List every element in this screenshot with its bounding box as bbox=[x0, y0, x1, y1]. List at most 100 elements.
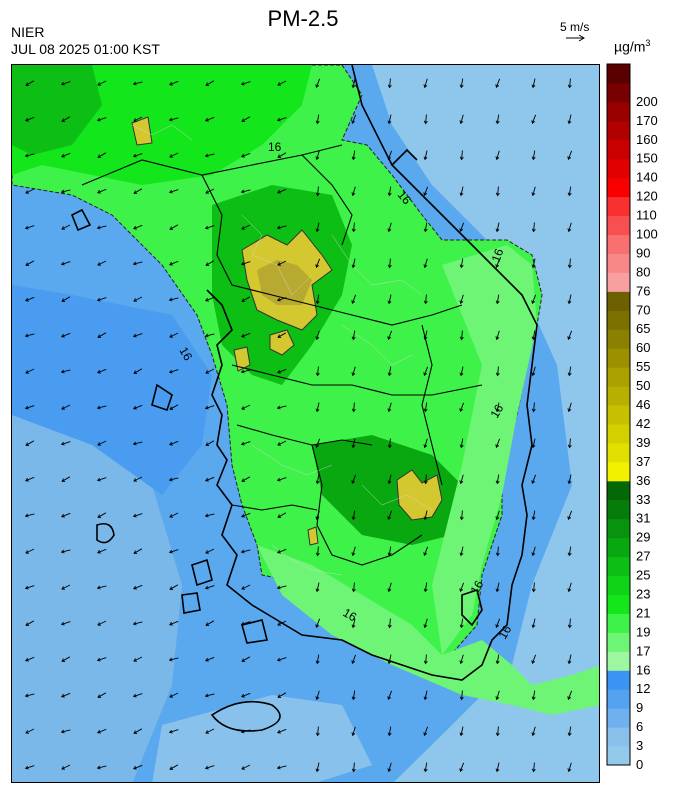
wind-vector-arrowhead bbox=[277, 262, 281, 266]
wind-vector-arrow bbox=[352, 150, 356, 160]
wind-vector-arrowhead bbox=[567, 336, 572, 340]
wind-vector-arrow bbox=[97, 765, 107, 769]
wind-vector-arrowhead bbox=[351, 660, 356, 664]
wind-vector-arrow bbox=[352, 546, 356, 556]
wind-vector-arrow bbox=[133, 728, 143, 734]
wind-vector-arrowhead bbox=[387, 588, 392, 593]
wind-vector-arrow bbox=[25, 440, 35, 446]
wind-vector-arrow bbox=[277, 765, 287, 769]
unit-label: µg/m3 bbox=[614, 38, 650, 55]
wind-vector-arrow bbox=[532, 258, 536, 268]
wind-vector-arrowhead bbox=[97, 514, 102, 518]
wind-vector-arrowhead bbox=[315, 264, 320, 268]
wind-vector-arrow bbox=[532, 726, 536, 736]
wind-vector-arrow bbox=[496, 510, 500, 520]
wind-vector-arrowhead bbox=[531, 624, 536, 629]
wind-vector-arrowhead bbox=[97, 262, 101, 266]
sea-light-south bbox=[152, 695, 372, 782]
wind-vector-arrowhead bbox=[351, 552, 356, 557]
wind-vector-arrowhead bbox=[423, 408, 428, 413]
wind-vector-arrow bbox=[387, 690, 393, 700]
wind-vector-arrow bbox=[352, 258, 356, 268]
wind-vector-arrowhead bbox=[387, 660, 392, 665]
wind-vector-arrowhead bbox=[459, 480, 464, 485]
contour-label: 16 bbox=[268, 140, 282, 154]
wind-vector-arrow bbox=[352, 366, 356, 376]
wind-vector-arrowhead bbox=[387, 228, 392, 233]
colorbar-tick-label: 90 bbox=[636, 245, 650, 260]
wind-vector-arrowhead bbox=[459, 660, 464, 665]
wind-vector-arrow bbox=[351, 474, 357, 484]
wind-vector-arrowhead bbox=[315, 624, 320, 628]
wind-vector-arrowhead bbox=[423, 480, 428, 485]
hotspot-west bbox=[269, 329, 295, 356]
wind-vector-arrowhead bbox=[351, 408, 356, 413]
wind-vector-arrowhead bbox=[315, 660, 320, 665]
wind-vector-arrowhead bbox=[276, 585, 281, 590]
wind-vector-arrowhead bbox=[133, 370, 138, 374]
wind-vector-arrow bbox=[423, 366, 429, 376]
wind-vector-arrow bbox=[496, 582, 500, 592]
wind-vector-arrowhead bbox=[315, 300, 320, 305]
wind-vector-arrow bbox=[389, 438, 391, 448]
wind-vector-arrowhead bbox=[315, 192, 320, 197]
wind-vector-arrow bbox=[388, 402, 392, 412]
wind-vector-arrowhead bbox=[96, 225, 101, 230]
wind-vector-arrow bbox=[97, 117, 107, 121]
wind-vector-arrowhead bbox=[387, 444, 392, 449]
wind-vector-arrowhead bbox=[531, 732, 536, 737]
wind-vector-arrowhead bbox=[531, 768, 536, 773]
colorbar-tick-label: 37 bbox=[636, 454, 650, 469]
wind-vector-arrowhead bbox=[423, 336, 428, 341]
wind-vector-arrow bbox=[133, 116, 143, 122]
wind-vector-arrow bbox=[425, 114, 427, 124]
wind-vector-arrow bbox=[97, 728, 107, 734]
colorbar-tick-label: 200 bbox=[636, 94, 658, 109]
wind-vector-arrow bbox=[495, 258, 501, 268]
wind-vector-arrowhead bbox=[277, 189, 281, 194]
wind-vector-arrow bbox=[205, 585, 215, 589]
wind-vector-arrowhead bbox=[24, 153, 29, 158]
wind-vector-arrow bbox=[169, 764, 179, 770]
wind-vector-arrow bbox=[133, 153, 143, 157]
wind-vector-arrowhead bbox=[168, 477, 173, 482]
wind-vector-arrowhead bbox=[240, 369, 245, 374]
hotspot-southeast bbox=[396, 469, 443, 521]
wind-vector-arrow bbox=[352, 510, 356, 520]
wind-vector-arrow bbox=[568, 186, 572, 196]
wind-vector-arrow bbox=[133, 656, 143, 662]
colorbar-tick-label: 60 bbox=[636, 340, 650, 355]
wind-vector-arrow bbox=[25, 476, 35, 482]
wind-vector-arrowhead bbox=[240, 729, 245, 734]
wind-vector-arrow bbox=[169, 512, 179, 518]
wind-vector-arrow bbox=[241, 296, 251, 302]
wind-vector-arrowhead bbox=[567, 516, 572, 520]
wind-vector-arrow bbox=[205, 188, 215, 194]
wind-vector-arrowhead bbox=[205, 297, 209, 302]
wind-vector-arrowhead bbox=[423, 192, 428, 196]
wind-vector-arrow bbox=[567, 510, 573, 520]
hotspot-central-core bbox=[257, 260, 312, 305]
wind-vector-arrowhead bbox=[423, 444, 428, 449]
wind-vector-arrowhead bbox=[24, 333, 29, 338]
wind-vector-arrowhead bbox=[459, 732, 464, 737]
wind-vector-arrow bbox=[460, 654, 464, 664]
wind-vector-arrow bbox=[25, 513, 35, 517]
wind-vector-arrowhead bbox=[495, 624, 500, 628]
wind-vector-arrowhead bbox=[205, 117, 209, 122]
wind-vector-arrowhead bbox=[387, 264, 392, 269]
wind-vector-arrowhead bbox=[531, 372, 536, 377]
wind-vector-arrowhead bbox=[567, 732, 572, 737]
wind-vector-arrowhead bbox=[204, 405, 209, 410]
wind-vector-arrow bbox=[277, 152, 287, 158]
colorbar-tick-label: 100 bbox=[636, 227, 658, 242]
wind-vector-arrowhead bbox=[204, 333, 209, 338]
wind-vector-arrow bbox=[316, 222, 320, 232]
wind-vector-arrow bbox=[389, 78, 391, 88]
wind-vector-arrowhead bbox=[315, 336, 320, 341]
colorbar-swatch bbox=[607, 348, 630, 368]
wind-vector-arrow bbox=[169, 404, 179, 410]
wind-vector-arrowhead bbox=[168, 657, 173, 662]
wind-vector-arrowhead bbox=[495, 372, 500, 377]
wind-vector-arrow bbox=[277, 188, 287, 194]
